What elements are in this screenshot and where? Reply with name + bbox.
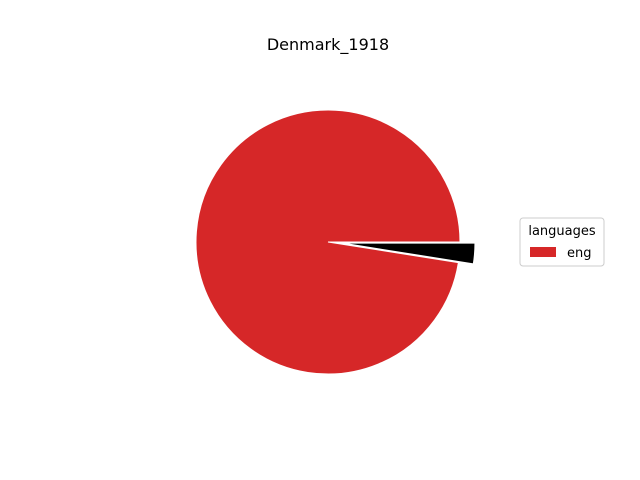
legend-label-eng: eng: [567, 246, 592, 261]
legend-swatch-eng: [530, 247, 556, 257]
legend-title: languages: [528, 224, 596, 239]
pie-slices: [195, 109, 476, 375]
chart-title: Denmark_1918: [267, 35, 389, 55]
pie-slice-eng: [195, 109, 461, 375]
legend-entries: eng: [530, 246, 592, 261]
pie-slice-unlabeled-1: [342, 242, 476, 265]
legend: languages eng: [519, 217, 605, 267]
